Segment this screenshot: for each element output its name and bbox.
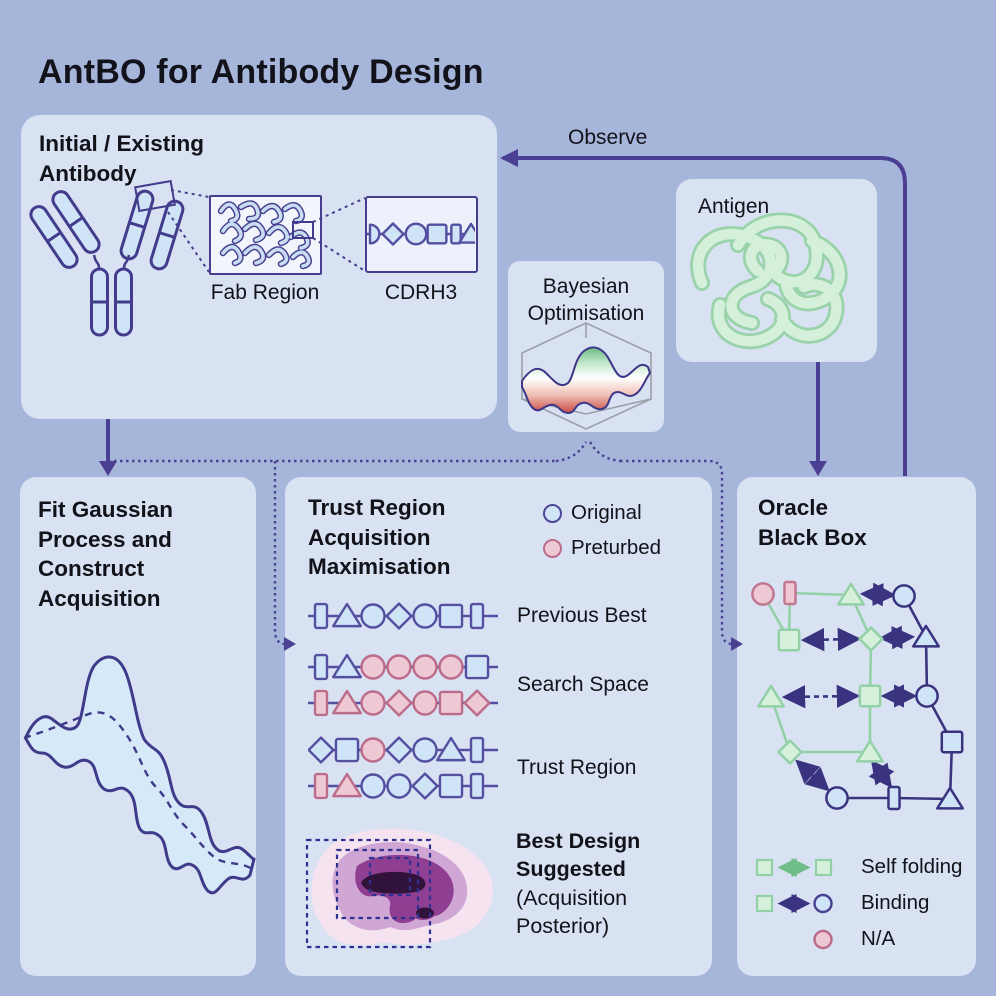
best-design-title: Best Design Suggested [516,829,641,882]
panel-initial-title: Initial / Existing Antibody [39,131,205,186]
legend-item-binding: Binding [755,891,962,915]
fit-gp-title: Fit Gaussian Process and Construct Acqui… [38,497,174,612]
acquisition-posterior-contour [305,828,493,949]
self-folding-icon [755,857,833,877]
original-swatch-icon [543,503,562,523]
bo-surface-plot [521,322,652,430]
sequence-strip [308,602,498,630]
panel-antigen: Antigen [676,179,877,362]
figure-title: AntBO for Antibody Design [38,52,484,91]
sequence-group-previous-best: Previous Best [308,598,692,634]
legend-label: N/A [861,927,896,950]
sequence-label: Previous Best [517,604,647,627]
observe-label: Observe [568,126,648,149]
legend-label: Binding [861,891,930,914]
best-design-subtitle: (Acquisition Posterior) [516,885,628,939]
sequence-strip [308,772,498,800]
legend-item-na: N/A [755,927,962,951]
legend-item-preturbed: Preturbed [543,536,661,560]
binding-icon [755,893,833,913]
antigen-to-oracle-arrow [809,362,827,476]
cdrh3-zoom-box [292,221,314,239]
sequence-group-search-space: Search Space [308,649,692,721]
na-icon [813,929,833,949]
preturbed-swatch-icon [543,538,562,558]
trust-region-title: Trust Region Acquisition Maximisation [308,495,451,580]
cdrh3-box [365,196,478,273]
gp-acquisition-curve [23,655,256,895]
panel-initial-antibody: Initial / Existing Antibody [21,115,497,419]
cdrh3-sequence [367,222,475,246]
antibody-illustration [29,179,185,337]
fab-region-box [209,195,322,275]
fab-protein-squiggles [211,197,314,272]
panel-oracle-black-box: Oracle Black Box Self folding [737,477,976,976]
trust-region-box-large [305,838,432,949]
trust-region-box-medium [335,848,420,920]
sequence-group-trust-region: Trust Region [308,732,692,804]
cdrh3-label: CDRH3 [384,281,458,304]
legend-item-self-folding: Self folding [755,855,962,879]
sequence-strip [308,689,498,717]
panel-bayesian-optimisation: Bayesian Optimisation [508,261,664,432]
perturbation-legend: Original Preturbed [543,501,661,571]
legend-item-original: Original [543,501,661,525]
antibody-to-gp-arrow [99,419,117,476]
oracle-interaction-graph [751,580,964,811]
oracle-title: Oracle Black Box [758,495,867,550]
legend-label: Original [571,501,642,524]
fab-region-label: Fab Region [210,281,320,304]
sequence-strip [308,736,498,764]
best-design-text: Best Design Suggested (Acquisition Poste… [516,827,640,941]
panel-trust-region: Trust Region Acquisition Maximisation Or… [285,477,712,976]
panel-fit-gp: Fit Gaussian Process and Construct Acqui… [20,477,256,976]
legend-label: Preturbed [571,536,662,559]
antigen-knot-illustration [678,207,876,359]
trust-region-box-small [368,856,412,897]
sequence-strip [308,653,498,681]
legend-label: Self folding [861,855,963,878]
sequence-label: Search Space [517,673,649,696]
oracle-legend: Self folding Binding [755,855,962,963]
sequence-label: Trust Region [517,756,637,779]
